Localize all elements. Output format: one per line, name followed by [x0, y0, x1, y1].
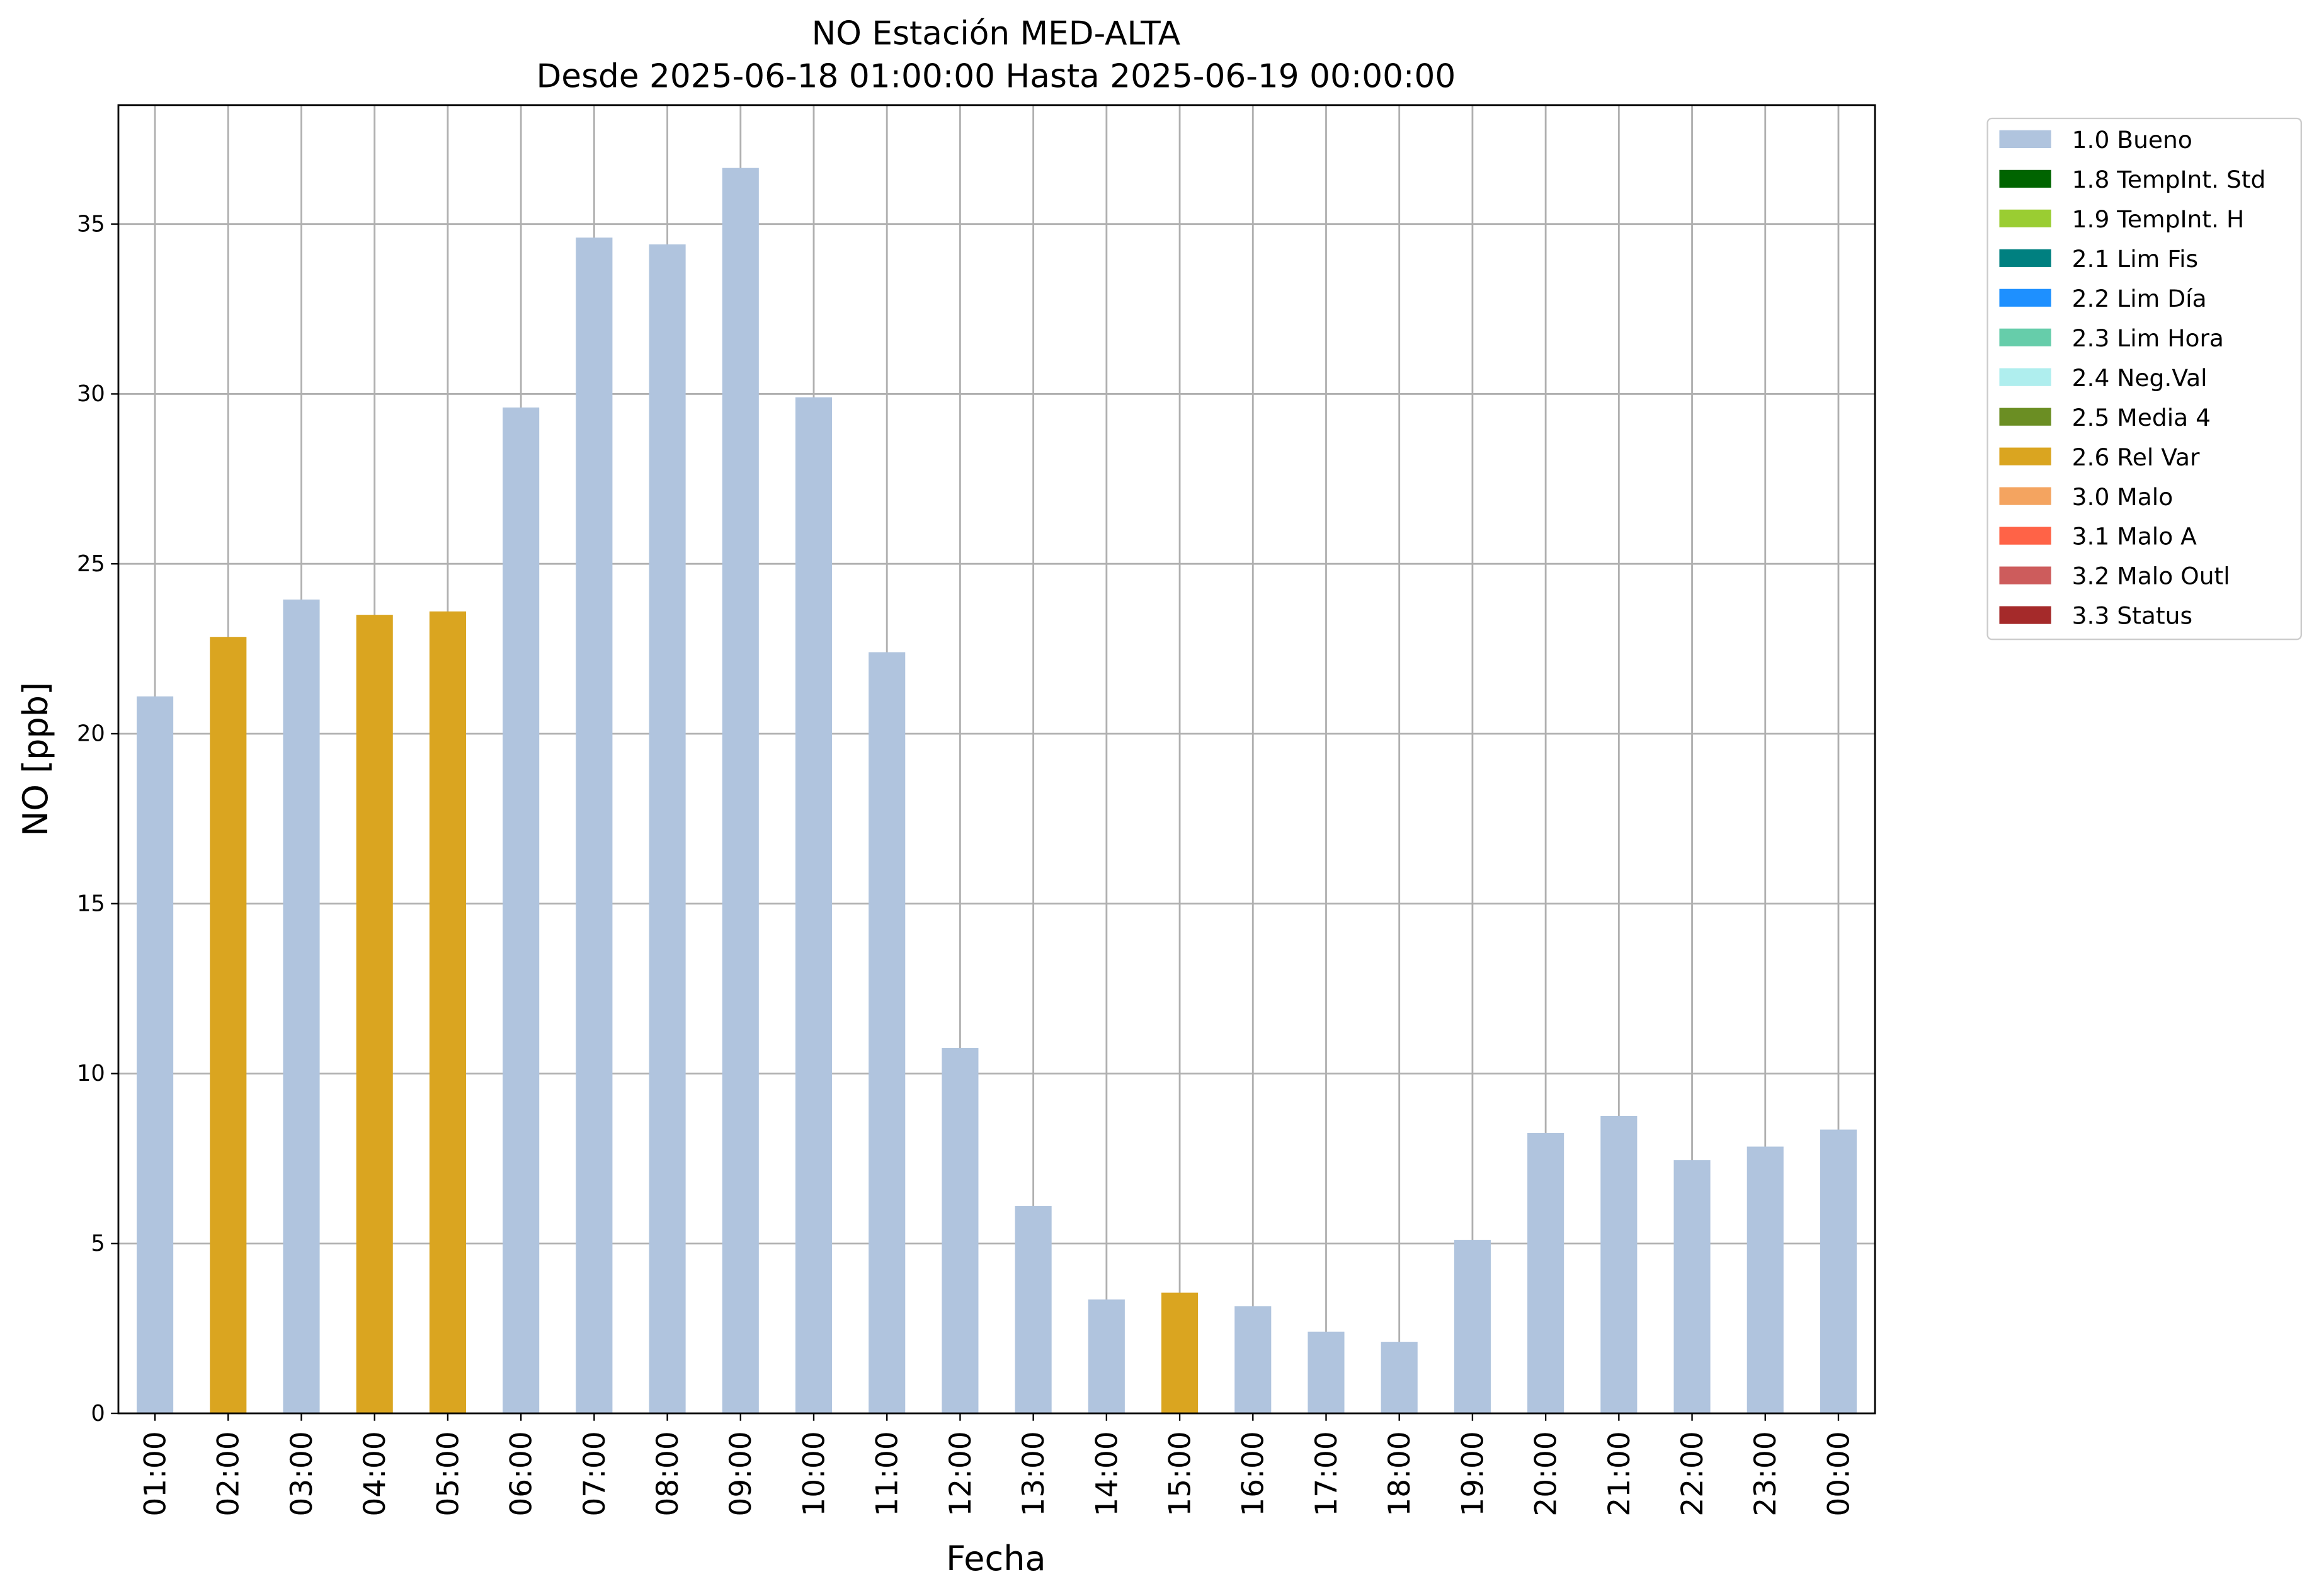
legend-label: 3.1 Malo A [2072, 523, 2197, 550]
bar [1527, 1132, 1564, 1414]
chart-title: NO Estación MED-ALTA [812, 15, 1180, 53]
bar [1454, 1240, 1491, 1414]
legend-swatch [1999, 288, 2051, 307]
x-tick-label: 09:00 [724, 1431, 758, 1516]
bar [503, 408, 540, 1414]
x-tick-label: 19:00 [1456, 1431, 1490, 1516]
bar [1820, 1129, 1857, 1414]
x-tick-label: 05:00 [431, 1431, 465, 1516]
legend-swatch [1999, 447, 2051, 465]
legend-label: 2.3 Lim Hora [2072, 324, 2224, 352]
x-tick-label: 03:00 [285, 1431, 319, 1516]
bar [576, 237, 613, 1414]
bar [942, 1048, 979, 1414]
x-tick-label: 00:00 [1821, 1431, 1856, 1516]
bar [649, 244, 686, 1414]
x-tick-label: 18:00 [1382, 1431, 1417, 1516]
legend-label: 2.4 Neg.Val [2072, 364, 2208, 392]
legend-swatch [1999, 527, 2051, 545]
bar [283, 599, 320, 1414]
x-tick-label: 10:00 [797, 1431, 831, 1516]
legend-swatch [1999, 487, 2051, 505]
x-tick-label: 22:00 [1675, 1431, 1710, 1516]
legend-swatch [1999, 328, 2051, 346]
bar [1308, 1331, 1345, 1414]
x-tick-label: 23:00 [1748, 1431, 1783, 1516]
bar [1381, 1342, 1418, 1414]
legend-label: 1.0 Bueno [2072, 126, 2192, 154]
bar [722, 168, 759, 1414]
bar [1600, 1115, 1638, 1414]
y-tick-label: 15 [77, 891, 105, 916]
bar [1673, 1160, 1711, 1414]
bar [1015, 1206, 1052, 1414]
x-tick-label: 08:00 [651, 1431, 685, 1516]
y-tick-label: 20 [77, 721, 105, 747]
y-tick-label: 10 [77, 1061, 105, 1086]
x-tick-label: 14:00 [1090, 1431, 1124, 1516]
bar [1161, 1292, 1199, 1414]
legend-label: 3.3 Status [2072, 602, 2192, 630]
bar [869, 652, 906, 1414]
bar [137, 696, 174, 1414]
bar [795, 397, 833, 1414]
y-tick-label: 0 [91, 1401, 105, 1427]
legend-label: 2.1 Lim Fis [2072, 245, 2199, 273]
x-tick-label: 20:00 [1529, 1431, 1564, 1516]
x-tick-label: 01:00 [139, 1431, 173, 1516]
y-axis-label: NO [ppb] [16, 682, 55, 836]
legend-label: 2.2 Lim Día [2072, 285, 2207, 312]
legend-swatch [1999, 249, 2051, 267]
legend-label: 2.6 Rel Var [2072, 443, 2200, 471]
bar [356, 615, 393, 1414]
legend-swatch [1999, 130, 2051, 149]
bar [1746, 1146, 1784, 1414]
legend-swatch [1999, 209, 2051, 227]
legend-label: 1.8 TempInt. Std [2072, 166, 2266, 193]
x-axis-label: Fecha [946, 1539, 1046, 1578]
legend-swatch [1999, 368, 2051, 386]
y-tick-label: 25 [77, 551, 105, 577]
x-tick-label: 15:00 [1163, 1431, 1198, 1516]
x-tick-label: 02:00 [212, 1431, 246, 1516]
legend-label: 3.2 Malo Outl [2072, 562, 2230, 590]
legend-swatch [1999, 566, 2051, 584]
y-tick-label: 35 [77, 211, 105, 237]
x-tick-label: 12:00 [943, 1431, 978, 1516]
bar [210, 637, 247, 1414]
y-tick-label: 5 [91, 1231, 105, 1257]
bar [1088, 1299, 1125, 1414]
legend-swatch [1999, 606, 2051, 624]
y-tick-label: 30 [77, 381, 105, 407]
legend-label: 1.9 TempInt. H [2072, 205, 2245, 233]
x-tick-label: 06:00 [504, 1431, 539, 1516]
chart-subtitle: Desde 2025-06-18 01:00:00 Hasta 2025-06-… [536, 58, 1456, 96]
x-tick-label: 07:00 [578, 1431, 612, 1516]
x-tick-label: 11:00 [870, 1431, 905, 1516]
x-tick-label: 21:00 [1602, 1431, 1637, 1516]
x-tick-label: 04:00 [358, 1431, 392, 1516]
legend-box [1986, 117, 2302, 641]
plot-frame [117, 104, 1876, 1415]
bar [429, 611, 466, 1414]
legend-label: 2.5 Media 4 [2072, 404, 2211, 431]
bar [1234, 1306, 1272, 1414]
x-tick-label: 17:00 [1309, 1431, 1344, 1516]
legend-swatch [1999, 408, 2051, 426]
legend-swatch [1999, 169, 2051, 188]
x-tick-label: 13:00 [1017, 1431, 1051, 1516]
x-tick-label: 16:00 [1236, 1431, 1271, 1516]
legend-label: 3.0 Malo [2072, 483, 2174, 511]
